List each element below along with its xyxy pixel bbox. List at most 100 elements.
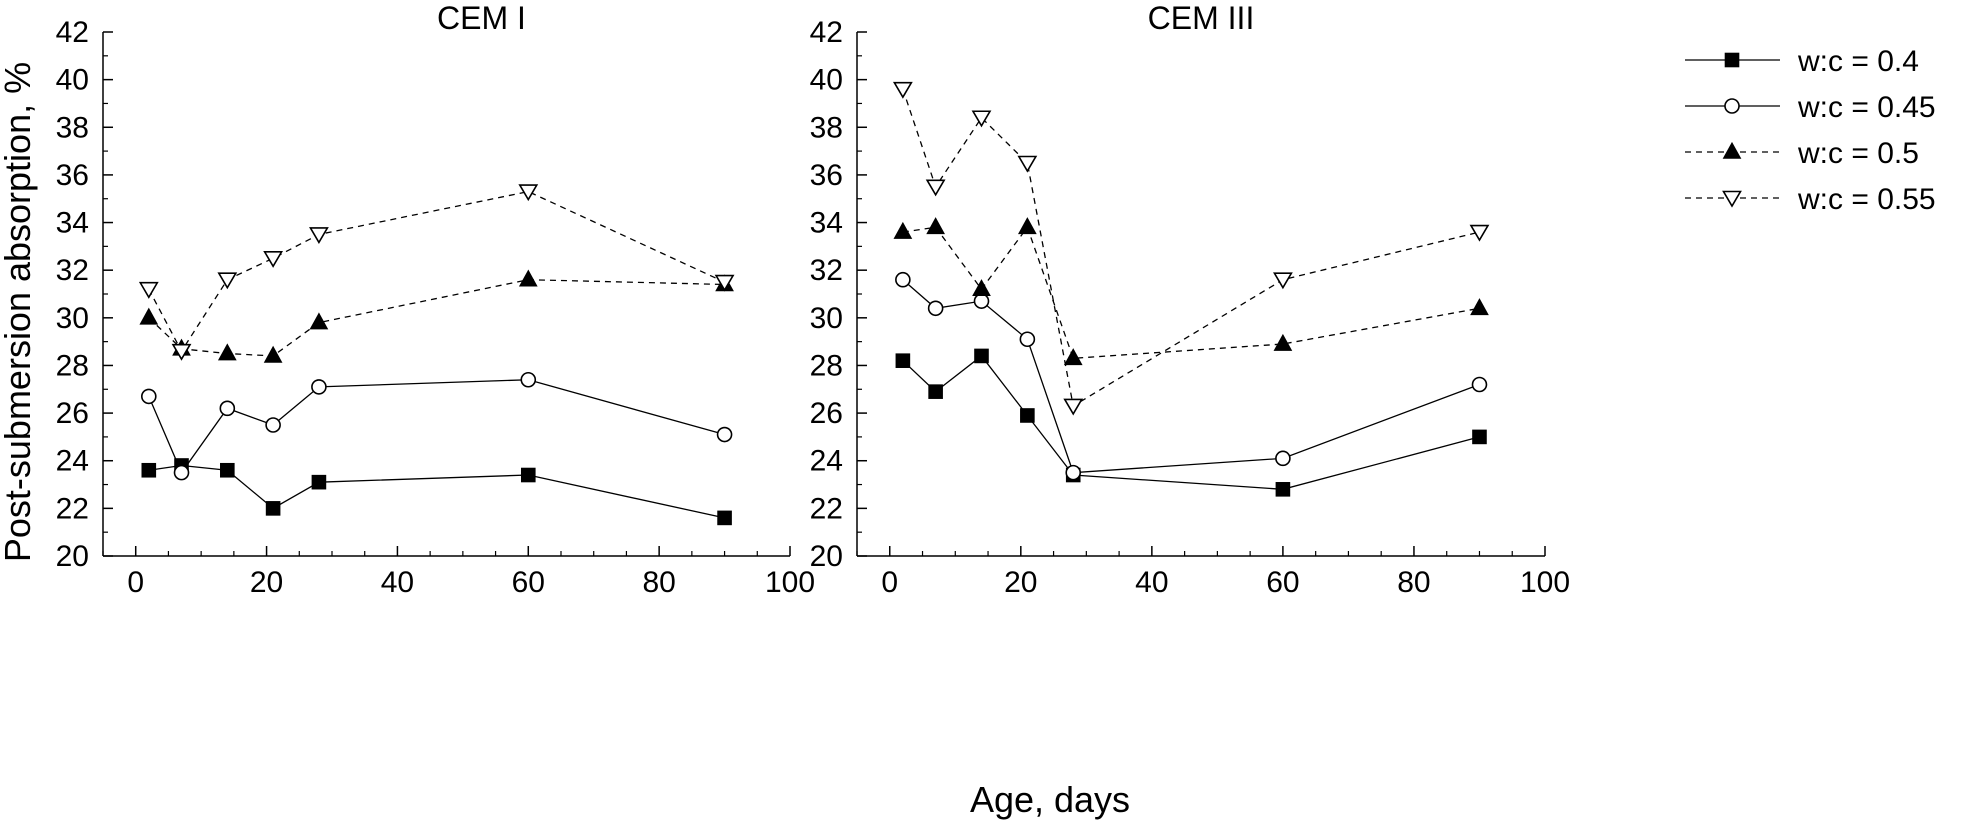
data-point <box>520 371 537 388</box>
x-tick-label: 0 <box>881 566 898 599</box>
x-tick-label: 80 <box>1397 566 1430 599</box>
series-w-c-0-55 <box>892 81 1490 416</box>
y-tick-label: 24 <box>56 445 89 478</box>
data-point <box>518 184 539 202</box>
data-point <box>1063 348 1083 366</box>
y-tick-label: 32 <box>56 254 89 287</box>
data-point <box>141 462 157 478</box>
legend-item-w-c-0-4: w:c = 0.4 <box>1685 45 1919 78</box>
legend-marker <box>1722 190 1742 208</box>
data-point <box>895 353 911 368</box>
y-tick-label: 40 <box>56 64 89 97</box>
data-point <box>217 272 238 290</box>
x-tick-label: 0 <box>127 566 144 599</box>
y-tick-label: 34 <box>810 207 843 240</box>
y-tick-label: 40 <box>810 64 843 97</box>
data-point <box>518 269 538 287</box>
data-point <box>717 510 732 526</box>
y-tick-label: 28 <box>56 349 89 382</box>
series-w-c-0-4 <box>141 458 732 526</box>
x-tick-label: 100 <box>765 566 815 599</box>
data-point <box>1063 398 1084 416</box>
y-tick-label: 38 <box>56 111 89 144</box>
y-tick-label: 26 <box>810 397 843 430</box>
data-point <box>1020 408 1035 423</box>
y-axis-title: Post-submersion absorption, % <box>0 62 38 562</box>
legend-marker <box>1722 141 1742 159</box>
legend-item-w-c-0-45: w:c = 0.45 <box>1685 91 1936 124</box>
data-point <box>520 467 536 483</box>
data-point <box>173 464 190 481</box>
data-point <box>892 81 913 99</box>
data-point <box>1472 429 1487 445</box>
legend-item-w-c-0-5: w:c = 0.5 <box>1685 137 1919 170</box>
data-point <box>265 417 281 433</box>
y-tick-label: 22 <box>810 492 843 525</box>
y-tick-label: 22 <box>56 492 89 525</box>
data-point <box>972 279 991 297</box>
legend-item-w-c-0-55: w:c = 0.55 <box>1685 183 1936 216</box>
data-point <box>263 345 283 363</box>
y-tick-label: 20 <box>810 540 843 573</box>
data-point <box>138 281 159 299</box>
data-point <box>928 384 943 399</box>
series-w-c-0-45 <box>141 371 733 481</box>
data-point <box>141 388 157 405</box>
data-point <box>265 501 281 516</box>
data-point <box>309 227 329 245</box>
y-tick-label: 42 <box>56 16 89 49</box>
data-point <box>1275 450 1291 467</box>
series-line <box>148 464 725 519</box>
chart-panel-cem-iii: 20 22 24 26 28 30 32 34 36 38 40 42 0 20 40 60 80 100 CEM … <box>810 0 1570 599</box>
y-tick-label: 28 <box>810 349 843 382</box>
y-tick-label: 26 <box>56 397 89 430</box>
data-point <box>1065 464 1082 481</box>
panel-title: CEM I <box>437 0 526 36</box>
x-tick-label: 40 <box>381 566 414 599</box>
data-point <box>927 300 944 317</box>
legend-label: w:c = 0.5 <box>1797 137 1919 170</box>
data-point <box>309 312 329 330</box>
series-w-c-0-55 <box>138 184 735 361</box>
data-point <box>311 474 327 490</box>
data-point <box>263 250 284 268</box>
y-tick-label: 24 <box>810 445 843 478</box>
x-tick-label: 40 <box>1135 566 1168 599</box>
data-point <box>716 426 733 443</box>
data-point <box>1275 482 1291 497</box>
x-tick-label: 60 <box>1266 566 1299 599</box>
data-point <box>1470 298 1489 316</box>
x-tick-label: 80 <box>642 566 675 599</box>
data-point <box>926 217 945 235</box>
data-point <box>220 462 235 478</box>
legend-label: w:c = 0.4 <box>1797 45 1919 78</box>
legend-label: w:c = 0.45 <box>1797 91 1936 124</box>
data-point <box>1017 155 1038 173</box>
data-point <box>171 343 192 361</box>
series-w-c-0-45 <box>895 271 1488 481</box>
y-tick-label: 30 <box>810 302 843 335</box>
data-point <box>925 179 946 197</box>
data-point <box>139 307 159 325</box>
y-tick-label: 36 <box>56 159 89 192</box>
y-tick-label: 42 <box>810 16 843 49</box>
data-point <box>1471 376 1488 393</box>
y-tick-label: 38 <box>810 111 843 144</box>
y-tick-label: 36 <box>810 159 843 192</box>
data-point <box>714 274 735 292</box>
y-tick-label: 30 <box>56 302 89 335</box>
panel-title: CEM III <box>1148 0 1255 36</box>
panels: 20 22 24 26 28 30 32 34 36 38 40 42 0 20 40 60 80 100 CEM … <box>56 0 1570 599</box>
x-tick-label: 20 <box>250 566 283 599</box>
y-tick-label: 32 <box>810 254 843 287</box>
data-point <box>1273 333 1293 351</box>
series-w-c-0-5 <box>893 217 1489 366</box>
series-line <box>902 355 1480 490</box>
chart-panel-cem-i: 20 22 24 26 28 30 32 34 36 38 40 42 0 20 40 60 80 100 CEM … <box>56 0 815 599</box>
data-point <box>1273 272 1293 290</box>
x-tick-label: 100 <box>1520 566 1570 599</box>
data-point <box>971 110 992 128</box>
series-line <box>148 379 725 474</box>
series-line <box>148 279 725 357</box>
